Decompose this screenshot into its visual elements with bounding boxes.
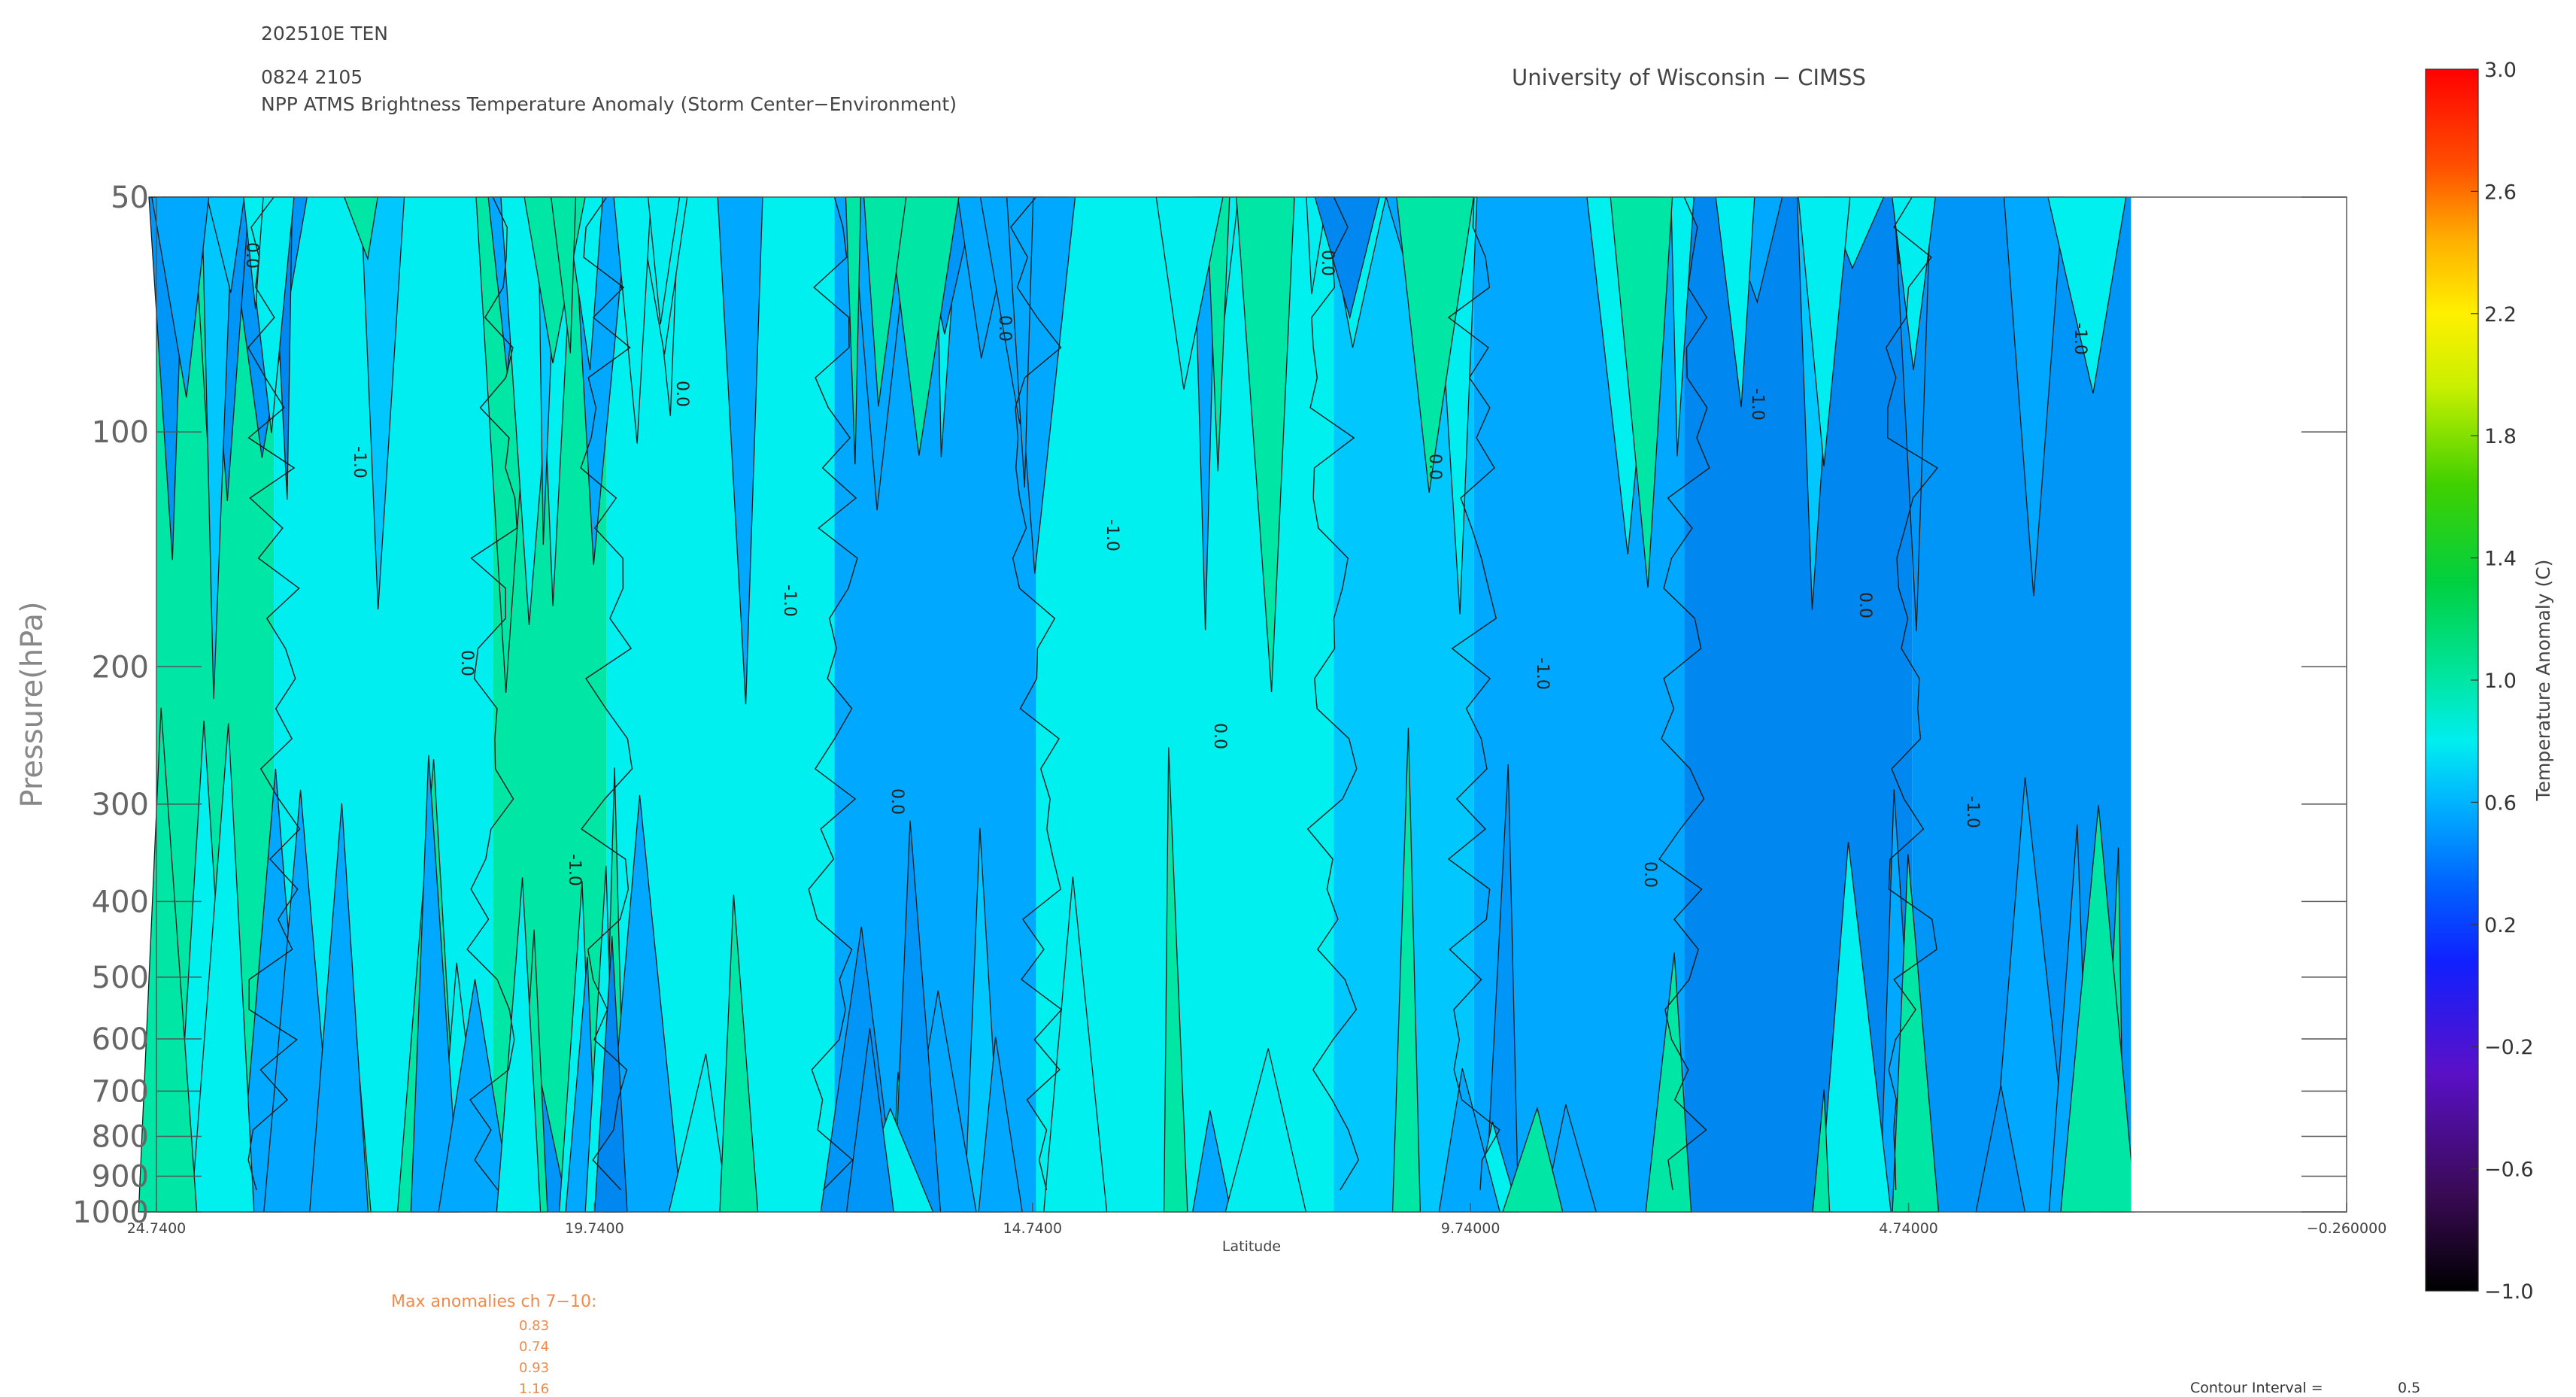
- contour-label: -1.0: [2071, 323, 2089, 355]
- y-tick-label: 200: [92, 650, 149, 685]
- x-tick-label: 4.74000: [1879, 1220, 1938, 1237]
- contour-line: [1447, 196, 1500, 1191]
- x-tick-label: 9.74000: [1441, 1220, 1500, 1237]
- contour-line: [580, 196, 633, 1191]
- contour-label: -1.0: [780, 585, 799, 617]
- colorbar-tick-label: 2.2: [2484, 303, 2517, 326]
- product-title: NPP ATMS Brightness Temperature Anomaly …: [261, 93, 957, 115]
- no-data-region: [2131, 197, 2347, 1212]
- y-tick-label: 900: [92, 1160, 149, 1195]
- y-tick-label: 600: [92, 1022, 149, 1057]
- contour-label: -1.0: [1963, 796, 1982, 828]
- colorbar-tick-label: 3.0: [2484, 59, 2517, 82]
- y-axis-label: Pressure(hPa): [15, 601, 50, 807]
- colorbar-tick-label: 0.2: [2484, 914, 2517, 937]
- contour-line: [247, 196, 301, 1191]
- x-tick-label: −0.260000: [2307, 1220, 2387, 1237]
- institution: University of Wisconsin − CIMSS: [1512, 65, 1866, 90]
- y-tick-label: 50: [111, 181, 149, 215]
- date-time: 0824 2105: [261, 66, 363, 88]
- contour-label: -1.0: [1103, 519, 1121, 551]
- colorbar-tick-label: −1.0: [2484, 1280, 2534, 1304]
- y-tick-label: 500: [92, 961, 149, 995]
- colorbar-tick-label: 1.0: [2484, 670, 2517, 693]
- contour-label: 0.0: [1425, 454, 1444, 480]
- max-anomaly-value: 0.74: [519, 1339, 550, 1355]
- contour-line: [1306, 196, 1360, 1191]
- colorbar-label: Temperature Anomaly (C): [2532, 560, 2554, 802]
- contour-label: 0.0: [457, 650, 476, 676]
- contour-line: [1885, 196, 1938, 1191]
- colorbar-tick-label: 1.8: [2484, 425, 2517, 448]
- contour-label: -1.0: [565, 854, 584, 886]
- contour-label: 0.0: [672, 381, 691, 407]
- contour-line: [1009, 196, 1063, 1191]
- contour-label: 0.0: [1210, 723, 1229, 749]
- max-anomaly-value: 0.83: [519, 1318, 550, 1334]
- contour-label: -1.0: [350, 446, 369, 478]
- contour-line: [466, 196, 518, 1191]
- max-anomaly-value: 1.16: [519, 1381, 550, 1397]
- contour-label: 0.0: [887, 788, 906, 815]
- x-tick-label: 14.7400: [1003, 1220, 1063, 1237]
- contour-line: [1658, 196, 1710, 1191]
- y-tick-label: 400: [92, 885, 149, 919]
- x-tick-label: 19.7400: [565, 1220, 624, 1237]
- plot-frame: [156, 196, 2347, 1213]
- y-tick-label: 800: [92, 1120, 149, 1155]
- contour-interval-value: 0.5: [2398, 1380, 2421, 1396]
- contour-line: [808, 196, 858, 1191]
- colorbar: [2425, 68, 2479, 1292]
- contour-label: 0.0: [1855, 592, 1874, 618]
- contour-label: -1.0: [1533, 658, 1552, 690]
- anomaly-band: [1684, 197, 1913, 1212]
- y-tick-label: 1000: [72, 1195, 149, 1230]
- colorbar-tick-label: −0.6: [2484, 1159, 2534, 1182]
- colorbar-tick-label: 1.4: [2484, 548, 2517, 571]
- contour-interval-label: Contour Interval =: [2190, 1380, 2323, 1396]
- contour-label: 0.0: [995, 315, 1014, 342]
- contour-label: -1.0: [1748, 388, 1767, 421]
- colorbar-tick-label: −0.2: [2484, 1036, 2534, 1059]
- contour-label: 0.0: [1640, 861, 1659, 888]
- y-tick-label: 300: [92, 788, 149, 822]
- max-anomalies-title: Max anomalies ch 7−10:: [391, 1292, 597, 1311]
- y-tick-label: 100: [92, 415, 149, 450]
- contour-label: 0.0: [1318, 250, 1337, 276]
- max-anomaly-value: 0.93: [519, 1360, 550, 1376]
- x-axis-label: Latitude: [1222, 1238, 1281, 1255]
- colorbar-tick-label: 2.6: [2484, 181, 2517, 204]
- storm-id: 202510E TEN: [261, 23, 388, 44]
- contour-label: 0.0: [242, 242, 261, 269]
- y-tick-label: 700: [92, 1074, 149, 1109]
- x-tick-label: 24.7400: [127, 1220, 187, 1237]
- colorbar-tick-label: 0.6: [2484, 791, 2517, 815]
